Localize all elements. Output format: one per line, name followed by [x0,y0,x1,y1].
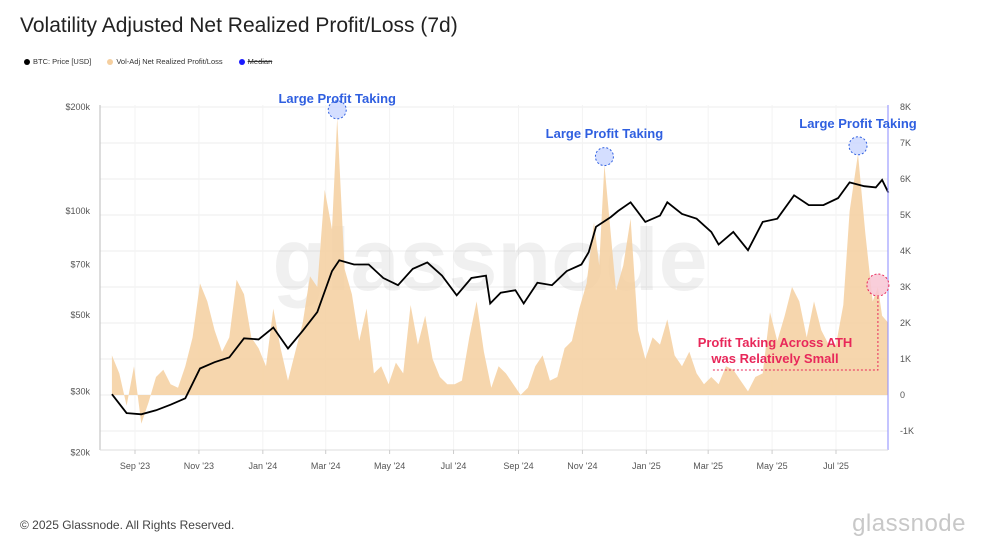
left-axis-tick-label: $200k [65,102,90,112]
x-axis-tick-label: Jan '25 [632,461,661,471]
highlight-circle [866,273,890,297]
annotation-leader [711,297,879,371]
x-axis-tick-label: Jan '24 [248,461,277,471]
annotation-label: Large Profit Taking [546,126,664,141]
legend-item-median[interactable]: Median [238,57,273,66]
legend-dot [24,59,30,66]
btc-price-line [111,178,890,416]
right-axis-tick-label: 4K [900,246,911,256]
x-axis-tick-label: May '24 [374,461,405,471]
right-axis-tick-label: 6K [900,174,911,184]
x-axis-tick-label: May '25 [756,461,787,471]
right-axis-tick-label: 3K [900,282,911,292]
right-axis-tick-label: 1K [900,354,911,364]
brand-logo: glassnode [852,510,966,537]
left-axis-tick-label: $50k [70,310,90,320]
x-axis-tick-label: Jul '24 [441,461,467,471]
right-axis-tick-label: 2K [900,318,911,328]
left-axis-tick-label: $70k [70,260,90,270]
left-axis-tick-label: $20k [70,447,90,457]
x-axis-tick-label: Nov '23 [184,461,214,471]
profit-loss-area [111,117,889,424]
legend-item-btc-price[interactable]: BTC: Price [USD] [24,57,91,66]
right-axis-tick-label: 7K [900,138,911,148]
legend-label: Vol-Adj Net Realized Profit/Loss [116,57,223,66]
x-axis-tick-label: Nov '24 [567,461,597,471]
legend-label: BTC: Price [USD] [33,57,92,66]
x-axis-tick-label: Mar '24 [311,461,341,471]
legend-dot [238,59,245,66]
annotation-label: was Relatively Small [710,351,838,366]
x-axis-tick-label: Mar '25 [693,461,723,471]
copyright: © 2025 Glassnode. All Rights Reserved. [20,518,235,532]
annotation-label: Profit Taking Across ATH [698,335,853,350]
highlight-circle [327,100,347,120]
right-axis-tick-label: 5K [900,210,911,220]
highlight-circle [594,147,614,167]
left-axis-tick-label: $30k [70,387,90,397]
x-axis-tick-label: Sep '24 [503,461,533,471]
legend-dot [107,59,114,66]
legend-label: Median [247,57,273,66]
annotation-label: Large Profit Taking [278,91,396,106]
legend: BTC: Price [USD] Vol-Adj Net Realized Pr… [24,57,272,66]
right-axis-tick-label: -1K [900,426,914,436]
x-axis-tick-label: Jul '25 [823,461,849,471]
legend-item-profit-loss[interactable]: Vol-Adj Net Realized Profit/Loss [107,57,223,66]
highlight-circle [848,136,868,156]
annotation-label: Large Profit Taking [799,116,917,131]
x-axis-tick-label: Sep '23 [120,461,150,471]
left-axis-tick-label: $100k [65,206,90,216]
right-axis-tick-label: 8K [900,102,911,112]
chart-title: Volatility Adjusted Net Realized Profit/… [20,14,458,37]
right-axis-tick-label: 0 [900,390,905,400]
